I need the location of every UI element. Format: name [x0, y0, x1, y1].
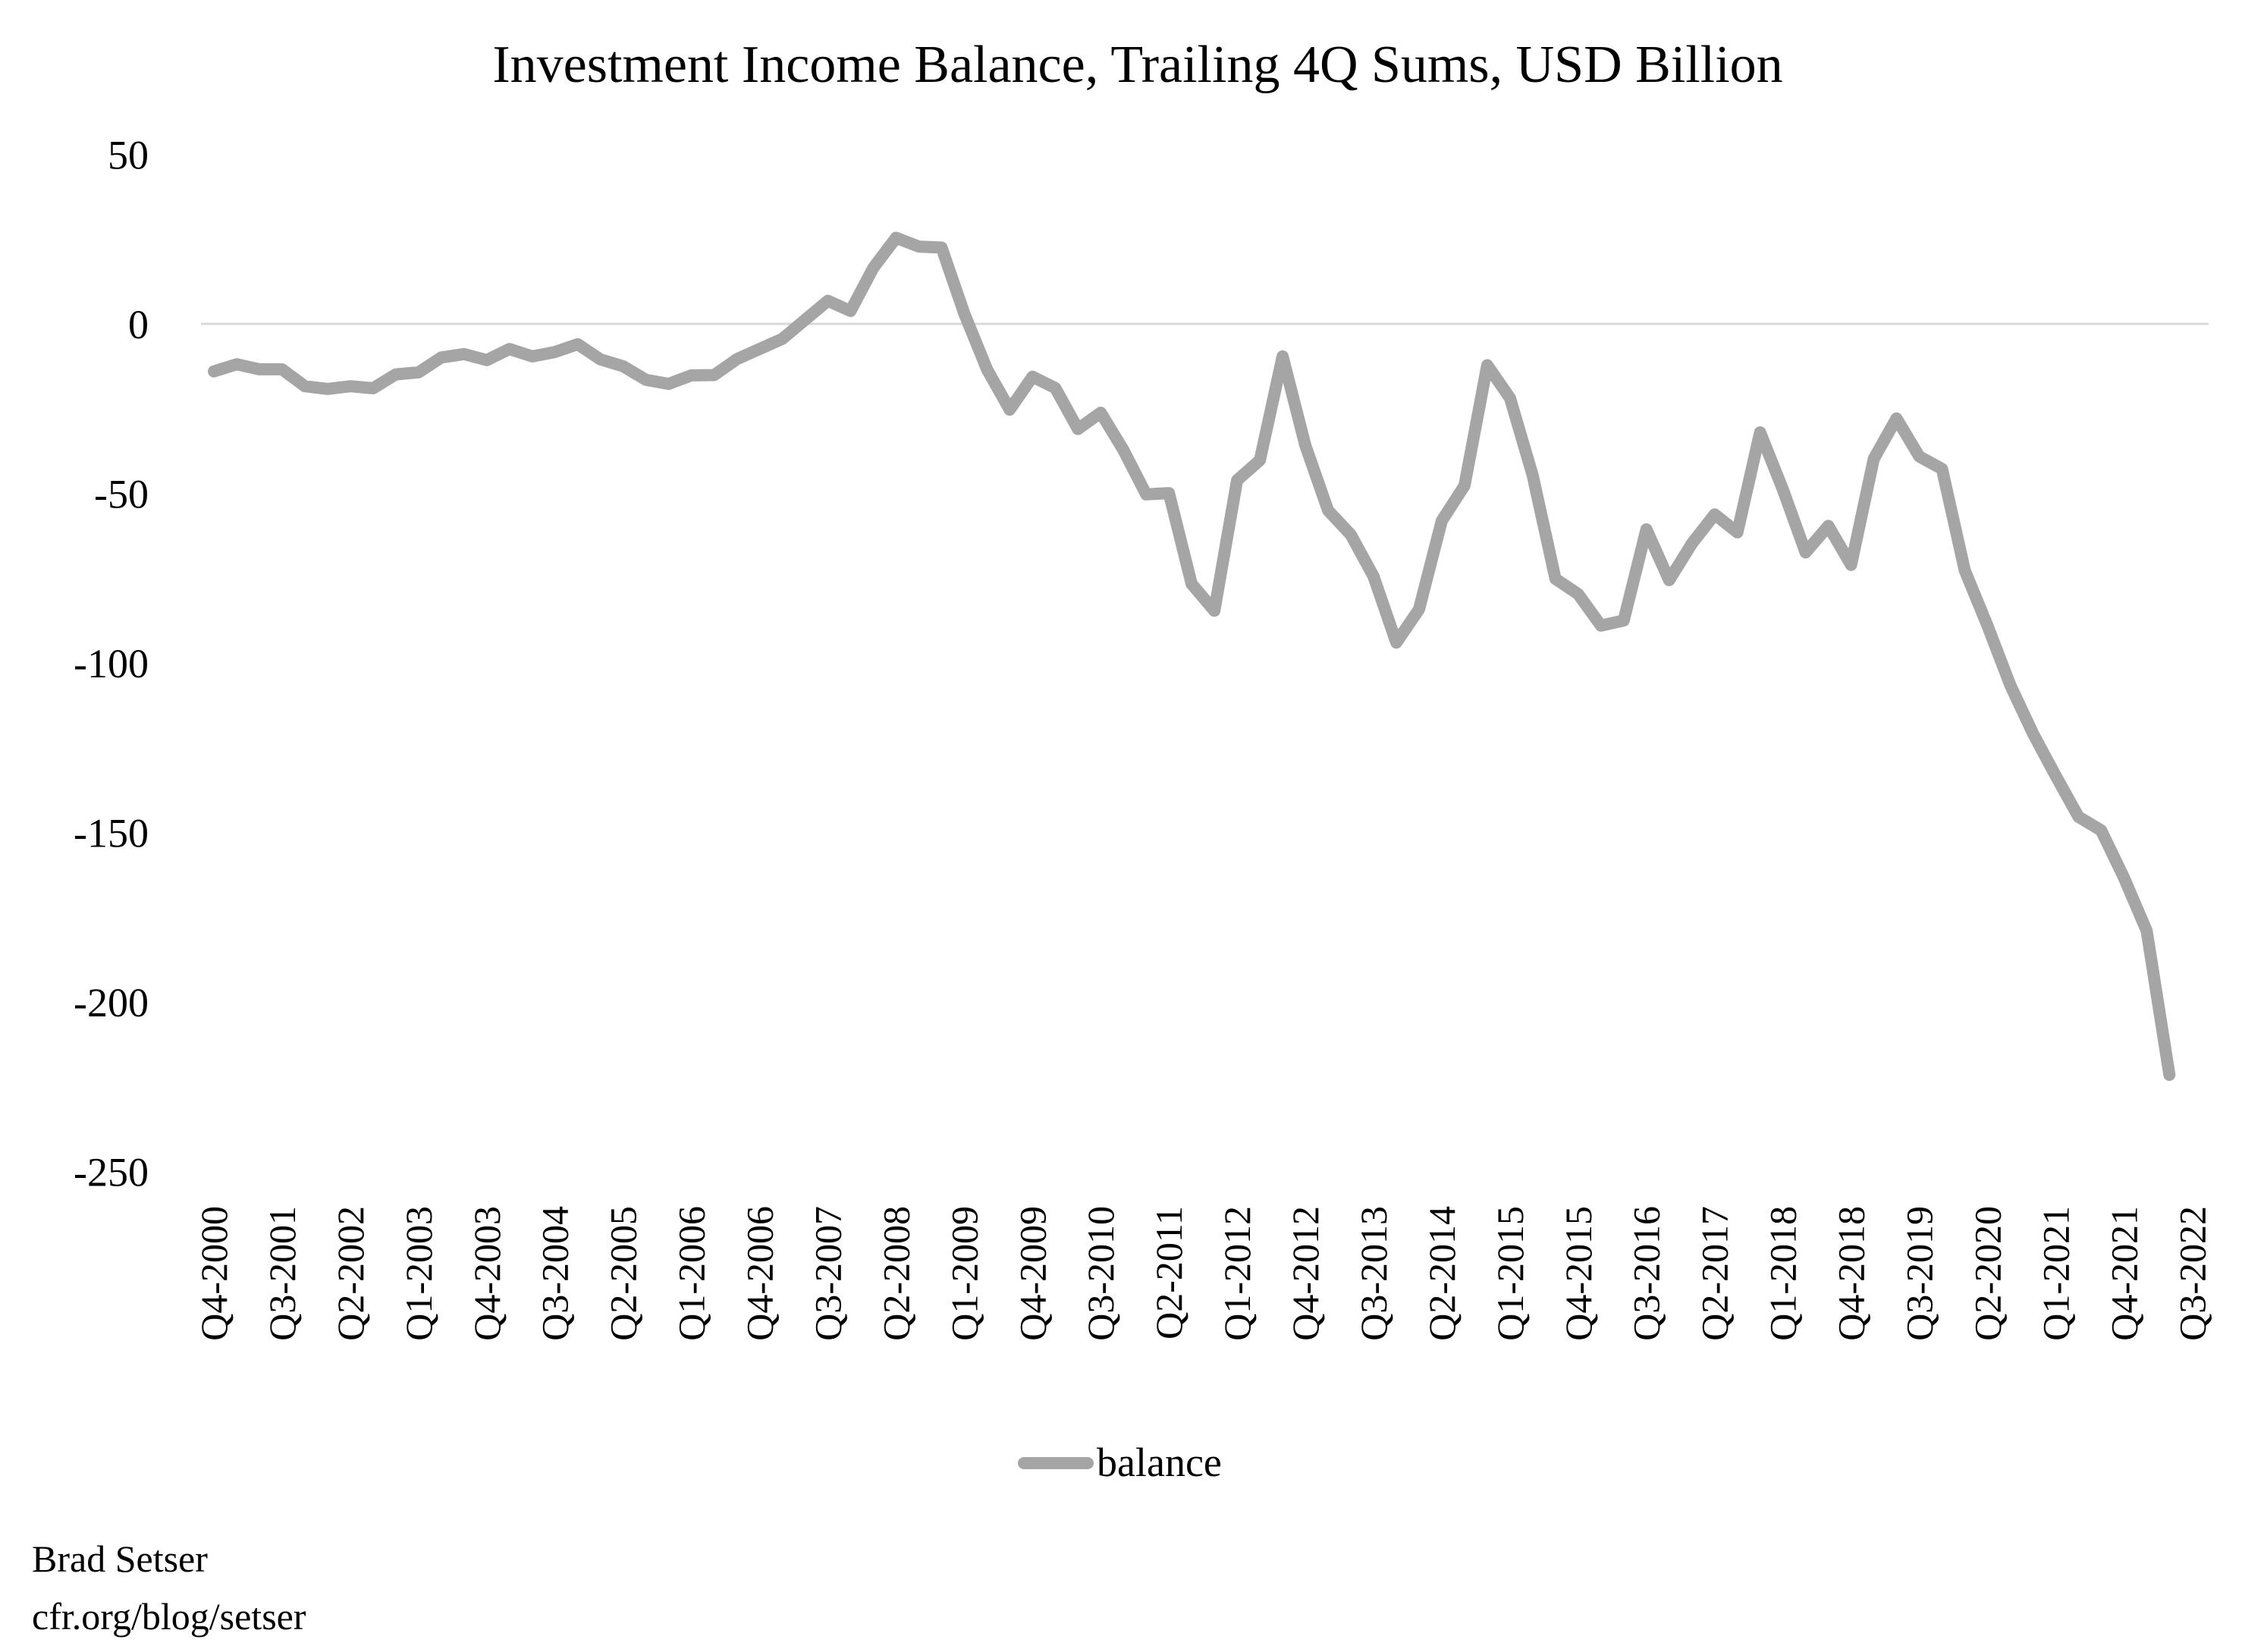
x-tick-label: Q4-2000: [193, 1206, 235, 1341]
x-tick-label: Q3-2013: [1352, 1206, 1395, 1341]
x-tick-label: Q4-2021: [2102, 1206, 2145, 1341]
legend: balance: [1018, 1440, 1222, 1485]
x-tick-label: Q1-2018: [1762, 1206, 1804, 1341]
y-tick-label: -150: [74, 811, 149, 856]
x-tick-label: Q1-2006: [670, 1206, 713, 1341]
x-tick-label: Q3-2004: [534, 1206, 576, 1341]
x-tick-label: Q1-2015: [1489, 1206, 1531, 1341]
x-tick-label: Q1-2012: [1216, 1206, 1258, 1341]
x-axis: Q4-2000 Q3-2001 Q2-2002 Q1-2003 Q4-2003 Q3-20…: [193, 1206, 2213, 1341]
x-tick-label: Q4-2003: [466, 1206, 508, 1341]
chart-title: Investment Income Balance, Trailing 4Q S…: [492, 36, 1782, 94]
x-tick-label: Q4-2009: [1011, 1206, 1053, 1341]
y-tick-label: -200: [74, 980, 149, 1025]
x-tick-label: Q2-2020: [1966, 1206, 2008, 1341]
x-tick-label: Q3-2007: [806, 1206, 849, 1341]
y-tick-label: 0: [128, 302, 149, 347]
x-tick-label: Q2-2005: [602, 1206, 645, 1341]
x-tick-label: Q1-2003: [397, 1206, 440, 1341]
x-tick-label: Q1-2009: [943, 1206, 985, 1341]
y-tick-label: 50: [108, 133, 149, 178]
x-tick-label: Q3-2001: [261, 1206, 303, 1341]
y-axis: 50 0 -50 -100 -150 -200 -250: [74, 133, 149, 1195]
x-tick-label: Q4-2018: [1830, 1206, 1873, 1341]
x-tick-label: Q2-2002: [329, 1206, 372, 1341]
y-tick-label: -50: [94, 472, 149, 517]
x-tick-label: Q3-2019: [1898, 1206, 1941, 1341]
x-tick-label: Q4-2012: [1284, 1206, 1327, 1341]
x-tick-label: Q2-2008: [875, 1206, 917, 1341]
x-tick-label: Q2-2017: [1694, 1206, 1736, 1341]
y-tick-label: -100: [74, 641, 149, 686]
x-tick-label: Q2-2014: [1421, 1206, 1463, 1341]
credit-url: cfr.org/blog/setser: [32, 1595, 306, 1638]
x-tick-label: Q2-2011: [1148, 1206, 1190, 1340]
x-tick-label: Q1-2021: [2034, 1206, 2077, 1341]
credit-author: Brad Setser: [32, 1537, 208, 1580]
y-tick-label: -250: [74, 1150, 149, 1195]
series-line-balance: [208, 231, 2176, 1082]
x-tick-label: Q4-2006: [739, 1206, 781, 1341]
x-tick-label: Q4-2015: [1557, 1206, 1600, 1341]
x-tick-label: Q3-2022: [2171, 1206, 2213, 1341]
x-tick-label: Q3-2010: [1079, 1206, 1122, 1341]
x-tick-label: Q3-2016: [1625, 1206, 1668, 1341]
legend-label-balance: balance: [1097, 1440, 1222, 1485]
